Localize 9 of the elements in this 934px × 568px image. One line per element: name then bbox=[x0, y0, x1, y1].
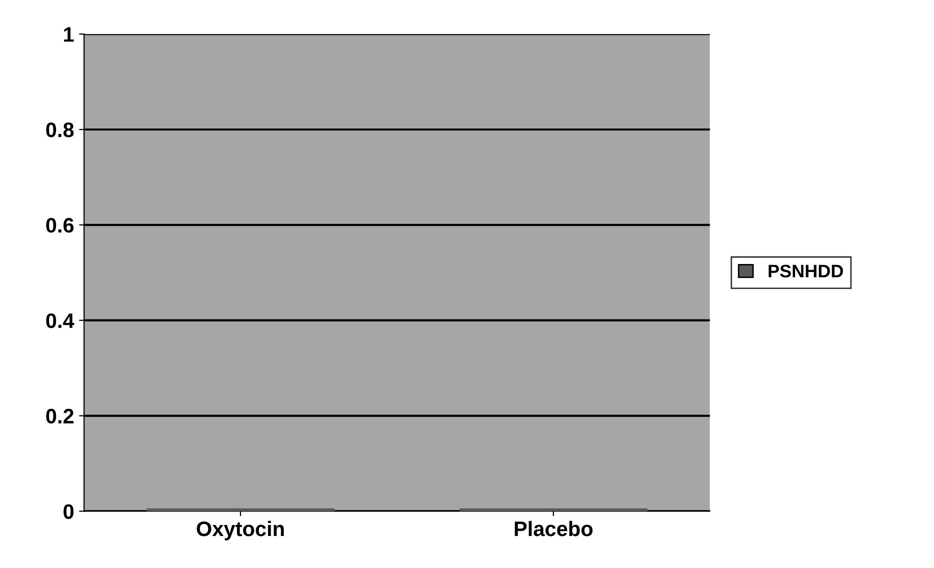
y-tick-label: 0.2 bbox=[46, 408, 74, 424]
y-tick-label: 0.8 bbox=[46, 122, 74, 138]
x-tick-label: Oxytocin bbox=[196, 520, 284, 540]
y-tick-label: 0.6 bbox=[46, 218, 74, 233]
x-tick-label: Placebo bbox=[514, 520, 593, 536]
y-tick-label: 0.4 bbox=[46, 313, 74, 328]
legend-label: PSNHDD bbox=[768, 264, 843, 278]
y-tick-label: 1 bbox=[64, 27, 74, 42]
y-tick-label: 0 bbox=[64, 504, 74, 519]
